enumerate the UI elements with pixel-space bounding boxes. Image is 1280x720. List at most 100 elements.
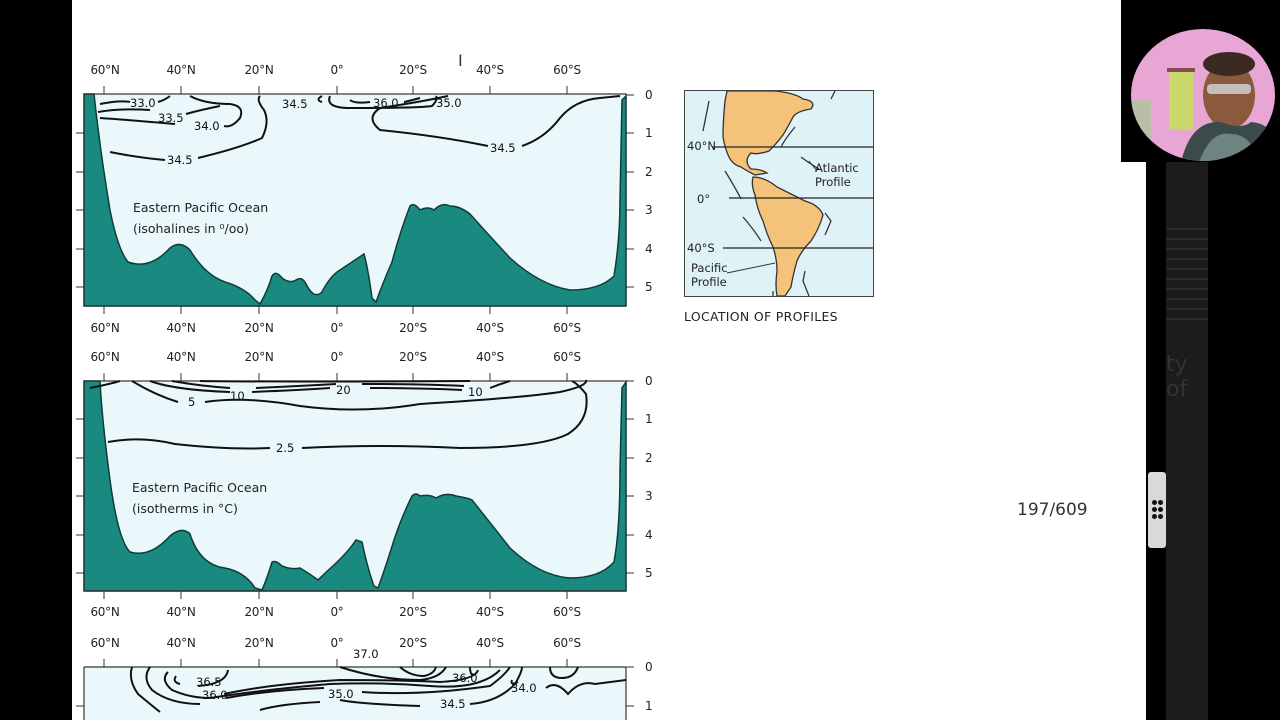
salinity-contour-plot: 33.0 33.5 34.0 34.5 34.5 36.0 35.0 34.5	[76, 86, 634, 314]
depth-label: 1	[645, 699, 653, 713]
pacific-profile-label: Pacific Profile	[691, 261, 728, 289]
background-document-strip: ty of	[1166, 160, 1208, 720]
lat-label: 20°N	[244, 636, 274, 650]
isohaline-label: 34.5	[490, 141, 516, 155]
map-lat-label: 40°S	[687, 241, 715, 255]
temperature-chart-title: Eastern Pacific Ocean (isotherms in °C)	[132, 477, 267, 519]
isotherm-label: 10	[468, 385, 483, 399]
lat-label: 60°S	[553, 636, 581, 650]
pacific-label-line2: Profile	[691, 275, 727, 289]
presenter-video	[1131, 29, 1275, 161]
isotherm-label: 5	[188, 395, 195, 409]
depth-label: 0	[645, 374, 653, 388]
salinity-profile-chart: 60°N 40°N 20°N 0° 20°S 40°S 60°S 33.0	[0, 0, 660, 340]
lat-label: 40°N	[166, 636, 196, 650]
map-lat-label: 40°N	[687, 139, 716, 153]
faded-text-lines	[1166, 220, 1208, 328]
lat-label: 20°S	[399, 350, 427, 364]
lat-label: 20°S	[399, 63, 427, 77]
lat-label: 40°S	[476, 321, 504, 335]
chart-title-line1: Eastern Pacific Ocean	[132, 480, 268, 495]
lat-label: 0°	[330, 605, 344, 619]
depth-label: 1	[645, 126, 653, 140]
temperature-profile-chart: 60°N 40°N 20°N 0° 20°S 40°S 60°S 5 10 20	[0, 340, 660, 620]
isohaline-label: 36.0	[202, 688, 228, 702]
isohaline-label: 35.0	[328, 687, 354, 701]
lat-label: 20°N	[244, 605, 274, 619]
lat-label: 0°	[330, 63, 344, 77]
depth-label: 3	[645, 489, 653, 503]
isohaline-label: 33.5	[158, 111, 184, 125]
lat-label: 40°N	[166, 605, 196, 619]
chart-title-line2: (isotherms in °C)	[132, 501, 238, 516]
depth-label: 3	[645, 203, 653, 217]
lat-label: 40°S	[476, 350, 504, 364]
isotherm-label: 10	[230, 389, 245, 403]
webcam-overlay	[1121, 0, 1280, 162]
atlantic-label-line2: Profile	[815, 175, 851, 189]
isohaline-label: 34.5	[440, 697, 466, 711]
isohaline-label: 36.0	[373, 96, 399, 110]
depth-label: 2	[645, 451, 653, 465]
isohaline-label: 35.0	[436, 96, 462, 110]
depth-label: 1	[645, 412, 653, 426]
location-map: 40°N 0° 40°S Atlantic Profile Pacific Pr…	[684, 90, 874, 297]
drag-handle-grip[interactable]	[1148, 472, 1166, 548]
isohaline-label: 34.0	[511, 681, 537, 695]
depth-label: 2	[645, 165, 653, 179]
isohaline-label: 34.0	[194, 119, 220, 133]
lat-label: 20°S	[399, 321, 427, 335]
lat-label: 60°N	[90, 321, 120, 335]
depth-label: 4	[645, 528, 653, 542]
page-indicator: 197/609	[1017, 500, 1088, 520]
lat-label: 20°S	[399, 636, 427, 650]
temperature-contour-plot: 5 10 20 10 2.5	[76, 373, 634, 599]
atlantic-label-line1: Atlantic	[815, 161, 859, 175]
isohaline-label: 34.5	[167, 153, 193, 167]
isotherm-label: 20	[336, 383, 351, 397]
lat-label: 60°N	[90, 636, 120, 650]
atlantic-profile-label: Atlantic Profile	[815, 161, 859, 189]
depth-label: 0	[645, 660, 653, 674]
lat-label: 60°S	[553, 605, 581, 619]
pacific-label-line1: Pacific	[691, 261, 728, 275]
lat-label: 0°	[330, 636, 344, 650]
lat-label: 60°S	[553, 63, 581, 77]
atlantic-contour-plot: 37.0 36.5 36.0 36.0 35.0 34.5 34.0	[76, 647, 634, 720]
chart-title-line1: Eastern Pacific Ocean	[133, 200, 269, 215]
map-caption: LOCATION OF PROFILES	[684, 309, 838, 324]
lat-label: 20°S	[399, 605, 427, 619]
lat-label: 60°S	[553, 321, 581, 335]
lat-label: 20°N	[244, 321, 274, 335]
lat-label: 20°N	[244, 350, 274, 364]
text-cursor-icon: I	[458, 51, 463, 70]
americas-map	[702, 91, 873, 296]
lat-label: 60°S	[553, 350, 581, 364]
isotherm-label: 2.5	[276, 441, 294, 455]
lat-label: 40°N	[166, 321, 196, 335]
lat-label: 40°S	[476, 63, 504, 77]
isohaline-label: 34.5	[282, 97, 308, 111]
isohaline-label: 36.0	[452, 671, 478, 685]
depth-label: 5	[645, 566, 653, 580]
lat-label: 40°S	[476, 605, 504, 619]
isohaline-label: 36.5	[196, 675, 222, 689]
lat-label: 0°	[330, 350, 344, 364]
map-lat-label: 0°	[697, 192, 711, 206]
lat-label: 40°N	[166, 63, 196, 77]
isohaline-label: 37.0	[353, 647, 379, 661]
depth-label: 5	[645, 280, 653, 294]
lat-label: 0°	[330, 321, 344, 335]
chart-title-line2: (isohalines in ⁰/oo)	[133, 221, 249, 236]
lat-label: 20°N	[244, 63, 274, 77]
lat-label: 60°N	[90, 350, 120, 364]
lat-label: 40°N	[166, 350, 196, 364]
lat-label: 40°S	[476, 636, 504, 650]
atlantic-salinity-chart-partial: 60°N 40°N 20°N 0° 20°S 40°S 60°S	[0, 620, 660, 720]
lat-label: 60°N	[90, 63, 120, 77]
faded-heading: ty of	[1166, 352, 1188, 402]
salinity-chart-title: Eastern Pacific Ocean (isohalines in ⁰/o…	[133, 197, 268, 239]
lat-label: 60°N	[90, 605, 120, 619]
isohaline-label: 33.0	[130, 96, 156, 110]
depth-label: 4	[645, 242, 653, 256]
